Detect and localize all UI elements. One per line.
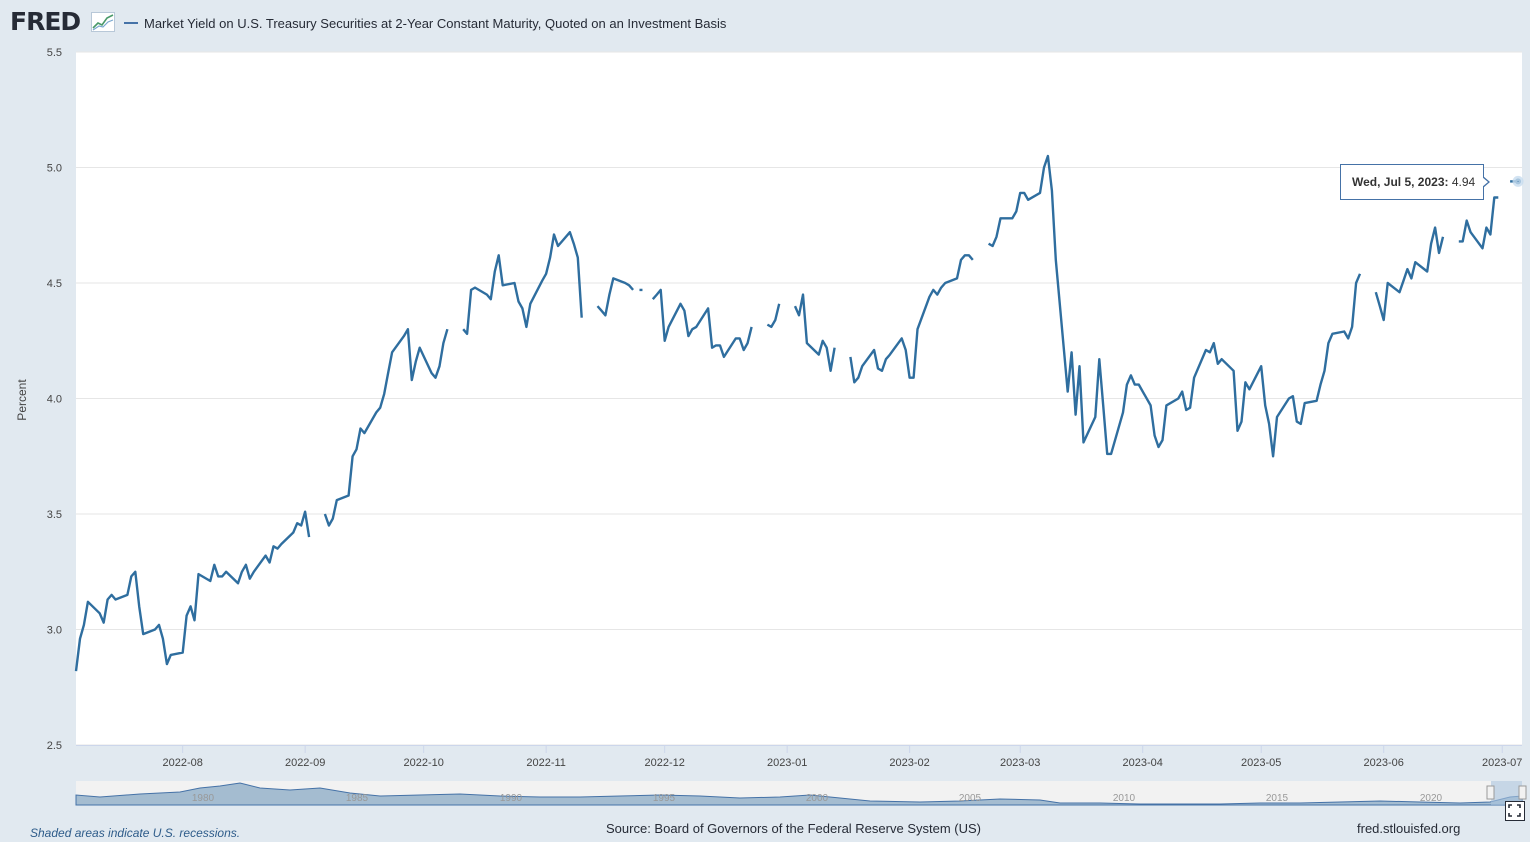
navigator-year-label: 2005 xyxy=(959,793,982,804)
series-segment xyxy=(74,510,311,672)
x-tick-label: 2022-11 xyxy=(526,757,566,769)
x-tick-label: 2023-05 xyxy=(1241,757,1281,769)
y-axis: 2.5 3.0 3.5 4.0 4.5 5.0 5.5 xyxy=(47,47,62,752)
navigator-year-label: 2020 xyxy=(1420,793,1443,804)
navigator-handle-right[interactable] xyxy=(1518,785,1527,800)
series-segment xyxy=(1458,196,1499,250)
navigator[interactable]: 1980 1985 1990 1995 2000 2005 2010 2015 2020 xyxy=(75,781,1527,806)
y-tick-label: 4.0 xyxy=(47,394,62,406)
series-segment xyxy=(1374,226,1445,322)
y-tick-label: 3.0 xyxy=(47,625,62,637)
tooltip-arrow-inner xyxy=(1482,177,1488,187)
y-tick-label: 2.5 xyxy=(47,740,62,752)
navigator-year-label: 2000 xyxy=(806,793,829,804)
tooltip-date: Wed, Jul 5, 2023: xyxy=(1352,175,1449,189)
source-note: Source: Board of Governors of the Federa… xyxy=(606,821,981,836)
x-tick-label: 2023-06 xyxy=(1364,757,1404,769)
site-link[interactable]: fred.stlouisfed.org xyxy=(1357,821,1461,836)
x-tick-label: 2022-12 xyxy=(644,757,684,769)
series-segment xyxy=(651,288,753,359)
series-segment xyxy=(462,230,583,335)
legend-swatch xyxy=(124,21,138,24)
chart-header: FRED Market Yield on U.S. Treasury Secur… xyxy=(0,0,1530,48)
x-tick-label: 2022-08 xyxy=(162,757,202,769)
series-segment xyxy=(766,303,781,329)
y-axis-label: Percent xyxy=(15,379,29,421)
navigator-year-label: 1995 xyxy=(653,793,676,804)
navigator-year-labels: 1980 1985 1990 1995 2000 2005 2010 2015 2020 xyxy=(192,793,1443,804)
navigator-year-label: 2010 xyxy=(1113,793,1136,804)
fred-logo[interactable]: FRED xyxy=(10,7,81,36)
fullscreen-icon xyxy=(1508,804,1521,817)
series-segment xyxy=(793,293,836,372)
x-tick-label: 2022-10 xyxy=(403,757,443,769)
series-segment xyxy=(849,254,974,384)
y-tick-label: 5.5 xyxy=(47,47,62,59)
y-tick-label: 3.5 xyxy=(47,509,62,521)
x-tick-label: 2022-09 xyxy=(285,757,325,769)
navigator-year-label: 1980 xyxy=(192,793,215,804)
trend-line-icon xyxy=(91,12,115,32)
hover-point xyxy=(1512,175,1524,187)
x-tick-label: 2023-03 xyxy=(1000,757,1040,769)
y-tick-label: 5.0 xyxy=(47,163,62,175)
x-tick-label: 2023-01 xyxy=(767,757,807,769)
series-segment xyxy=(323,328,449,527)
series-lines xyxy=(74,154,1518,672)
fullscreen-button[interactable] xyxy=(1505,801,1525,821)
navigator-area xyxy=(75,782,1523,806)
x-tick-label: 2023-07 xyxy=(1482,757,1522,769)
series-segment xyxy=(988,154,1362,458)
chart-legend[interactable]: Market Yield on U.S. Treasury Securities… xyxy=(124,16,726,31)
legend-series-title: Market Yield on U.S. Treasury Securities… xyxy=(144,16,727,31)
navigator-year-label: 1985 xyxy=(346,793,369,804)
navigator-year-label: 2015 xyxy=(1266,793,1289,804)
series-segment xyxy=(596,277,635,317)
navigator-handle-left[interactable] xyxy=(1486,785,1495,800)
recession-note: Shaded areas indicate U.S. recessions. xyxy=(30,826,241,840)
x-tick-label: 2023-04 xyxy=(1123,757,1163,769)
data-tooltip: Wed, Jul 5, 2023: 4.94 xyxy=(1340,164,1484,200)
y-tick-label: 4.5 xyxy=(47,278,62,290)
tooltip-value: 4.94 xyxy=(1451,175,1476,189)
navigator-year-label: 1990 xyxy=(500,793,523,804)
x-tick-label: 2023-02 xyxy=(889,757,929,769)
x-axis: 2022-08 2022-09 2022-10 2022-11 2022-12 2023-… xyxy=(76,745,1522,769)
